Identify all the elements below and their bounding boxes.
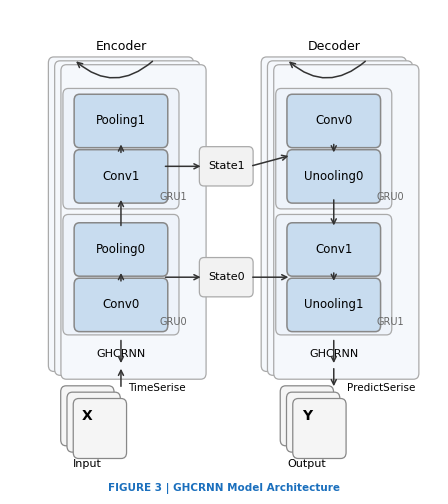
FancyBboxPatch shape xyxy=(287,223,381,276)
Text: Pooling0: Pooling0 xyxy=(96,243,146,256)
Text: Unooling1: Unooling1 xyxy=(304,298,363,311)
FancyBboxPatch shape xyxy=(274,65,419,379)
FancyBboxPatch shape xyxy=(199,258,253,297)
FancyBboxPatch shape xyxy=(73,399,126,459)
Text: Conv0: Conv0 xyxy=(315,114,353,128)
Text: GHCRNN: GHCRNN xyxy=(309,349,358,359)
FancyBboxPatch shape xyxy=(74,278,168,332)
FancyBboxPatch shape xyxy=(61,65,206,379)
FancyBboxPatch shape xyxy=(74,150,168,203)
Text: X: X xyxy=(82,409,93,423)
Text: Conv1: Conv1 xyxy=(102,170,140,183)
FancyBboxPatch shape xyxy=(276,89,392,209)
Text: FIGURE 3 | GHCRNN Model Architecture: FIGURE 3 | GHCRNN Model Architecture xyxy=(108,483,340,494)
Text: Pooling1: Pooling1 xyxy=(96,114,146,128)
Text: Encoder: Encoder xyxy=(95,40,146,53)
FancyBboxPatch shape xyxy=(261,57,406,371)
FancyBboxPatch shape xyxy=(287,94,381,148)
FancyBboxPatch shape xyxy=(276,215,392,335)
FancyBboxPatch shape xyxy=(293,399,346,459)
Text: Conv0: Conv0 xyxy=(102,298,140,311)
Text: PredictSerise: PredictSerise xyxy=(347,383,416,393)
Text: Output: Output xyxy=(288,459,326,469)
Text: Decoder: Decoder xyxy=(307,40,360,53)
FancyBboxPatch shape xyxy=(280,386,333,446)
Text: GRU0: GRU0 xyxy=(376,192,404,202)
Text: TimeSerise: TimeSerise xyxy=(128,383,185,393)
FancyBboxPatch shape xyxy=(267,61,413,375)
FancyBboxPatch shape xyxy=(67,392,120,452)
FancyBboxPatch shape xyxy=(61,386,114,446)
FancyBboxPatch shape xyxy=(63,215,179,335)
Text: Input: Input xyxy=(73,459,102,469)
FancyBboxPatch shape xyxy=(55,61,200,375)
Text: State1: State1 xyxy=(208,161,245,171)
Text: GHCRNN: GHCRNN xyxy=(96,349,146,359)
Text: GRU1: GRU1 xyxy=(376,317,404,327)
FancyBboxPatch shape xyxy=(287,150,381,203)
FancyBboxPatch shape xyxy=(287,278,381,332)
Text: Conv1: Conv1 xyxy=(315,243,353,256)
FancyBboxPatch shape xyxy=(74,94,168,148)
FancyBboxPatch shape xyxy=(287,392,340,452)
Text: State0: State0 xyxy=(208,272,245,282)
FancyBboxPatch shape xyxy=(74,223,168,276)
FancyBboxPatch shape xyxy=(199,147,253,186)
Text: GRU1: GRU1 xyxy=(159,192,187,202)
FancyBboxPatch shape xyxy=(63,89,179,209)
Text: Y: Y xyxy=(302,409,312,423)
FancyBboxPatch shape xyxy=(48,57,194,371)
Text: Unooling0: Unooling0 xyxy=(304,170,363,183)
Text: GRU0: GRU0 xyxy=(159,317,187,327)
